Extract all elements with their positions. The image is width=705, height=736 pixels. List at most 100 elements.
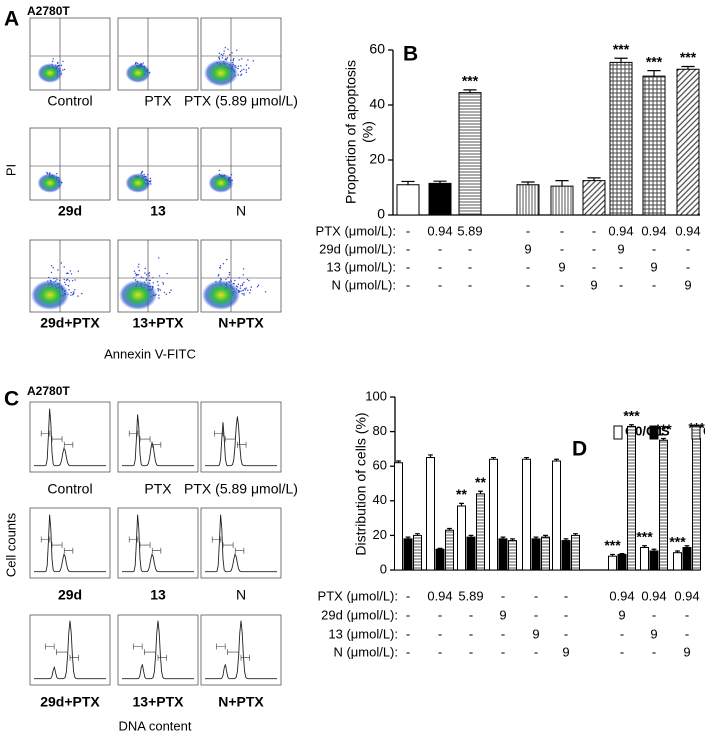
treatment-value: 5.89 xyxy=(458,588,483,603)
treatment-value: 9 xyxy=(617,241,624,256)
event-dot xyxy=(145,278,148,280)
y-tick-label: 40 xyxy=(369,96,385,112)
event-dot xyxy=(221,57,224,59)
bar xyxy=(682,547,692,571)
axis-title: Proportion of apoptosis xyxy=(343,60,359,204)
significance: *** xyxy=(636,528,653,544)
significance: ** xyxy=(475,474,486,490)
treatment-value: 9 xyxy=(650,626,657,641)
event-dot xyxy=(46,171,48,174)
event-dot xyxy=(240,285,242,287)
bar xyxy=(642,75,666,216)
treatment-label: 29d (μmol/L): xyxy=(319,241,396,256)
event-dot xyxy=(238,277,240,279)
gate-bracket xyxy=(40,430,51,437)
treatment-value: 0.94 xyxy=(641,588,666,603)
bar xyxy=(428,182,452,216)
gate-bracket xyxy=(211,536,222,543)
plot-frame xyxy=(29,507,111,579)
panel-letter: A xyxy=(4,8,19,31)
event-dot xyxy=(240,65,242,67)
plot-caption: Control xyxy=(47,481,92,497)
event-dot xyxy=(52,58,54,60)
event-dot xyxy=(70,273,73,275)
error-bar xyxy=(428,454,433,458)
event-dot xyxy=(256,286,259,288)
bar xyxy=(498,538,508,571)
event-dot xyxy=(135,273,138,276)
gate-bracket xyxy=(237,441,247,448)
error-bar xyxy=(459,502,464,506)
significance: *** xyxy=(604,537,621,553)
event-dot xyxy=(56,173,58,175)
treatment-value: - xyxy=(406,644,410,659)
event-dot xyxy=(158,294,160,296)
event-dot xyxy=(166,273,168,275)
treatment-label: PTX (μmol/L): xyxy=(316,223,396,238)
event-dot xyxy=(241,69,243,71)
flow-plot xyxy=(29,239,111,313)
event-dot xyxy=(58,65,61,67)
significance: *** xyxy=(655,421,672,437)
gate-bracket xyxy=(224,436,236,443)
plot-caption: 13+PTX xyxy=(133,694,185,710)
event-dot xyxy=(241,73,243,76)
treatment-value: 0.94 xyxy=(674,588,699,603)
event-dot xyxy=(236,49,238,51)
event-dot xyxy=(60,64,63,67)
event-dot xyxy=(242,268,245,270)
event-dot xyxy=(242,289,244,292)
event-dot xyxy=(241,284,243,286)
event-dot xyxy=(72,294,74,296)
plot-frame xyxy=(117,507,199,579)
error-bar xyxy=(433,180,447,184)
treatment-label: 29d (μmol/L): xyxy=(321,607,398,622)
bar xyxy=(458,92,482,216)
treatment-value: 0.94 xyxy=(675,223,700,238)
histogram-curve xyxy=(34,620,106,680)
event-dot xyxy=(135,62,137,64)
event-dot xyxy=(158,275,161,277)
gate-bracket xyxy=(133,643,143,650)
event-dot xyxy=(225,57,227,60)
panel-letter: B xyxy=(403,43,418,66)
axis-title: Cell counts xyxy=(3,512,18,577)
event-dot xyxy=(135,275,137,277)
treatment-value: 9 xyxy=(499,607,506,622)
treatment-value: - xyxy=(526,223,530,238)
event-dot xyxy=(162,282,164,284)
event-dot xyxy=(74,289,76,291)
bar xyxy=(413,534,422,571)
bar xyxy=(508,540,517,571)
y-tick-label: 0 xyxy=(380,561,387,576)
treatment-value: - xyxy=(534,607,538,622)
treatment-value: - xyxy=(406,588,410,603)
event-dot xyxy=(228,274,231,276)
treatment-value: - xyxy=(652,644,656,659)
event-dot xyxy=(63,68,66,71)
cell-line: A2780T xyxy=(27,384,70,398)
treatment-value: - xyxy=(469,607,473,622)
event-dot xyxy=(149,177,152,180)
event-dot xyxy=(63,281,66,284)
treatment-value: 0.94 xyxy=(609,588,634,603)
gate-bracket xyxy=(51,436,63,443)
bar xyxy=(426,457,435,571)
error-bar xyxy=(647,70,661,77)
error-bar xyxy=(478,490,483,494)
error-bar xyxy=(661,437,666,441)
bar xyxy=(531,538,541,571)
event-dot xyxy=(70,294,72,296)
gate-bracket xyxy=(144,649,157,656)
flow-plot xyxy=(200,17,282,91)
histogram-plot xyxy=(29,401,111,473)
axis-title: Distribution of cells (%) xyxy=(353,412,369,555)
bar xyxy=(659,439,668,571)
error-bar xyxy=(629,424,634,427)
treatment-value: - xyxy=(620,626,624,641)
event-dot xyxy=(218,57,221,60)
treatment-value: - xyxy=(501,588,505,603)
treatment-value: - xyxy=(406,223,410,238)
panel-letter: C xyxy=(4,388,19,411)
event-dot xyxy=(229,54,231,56)
